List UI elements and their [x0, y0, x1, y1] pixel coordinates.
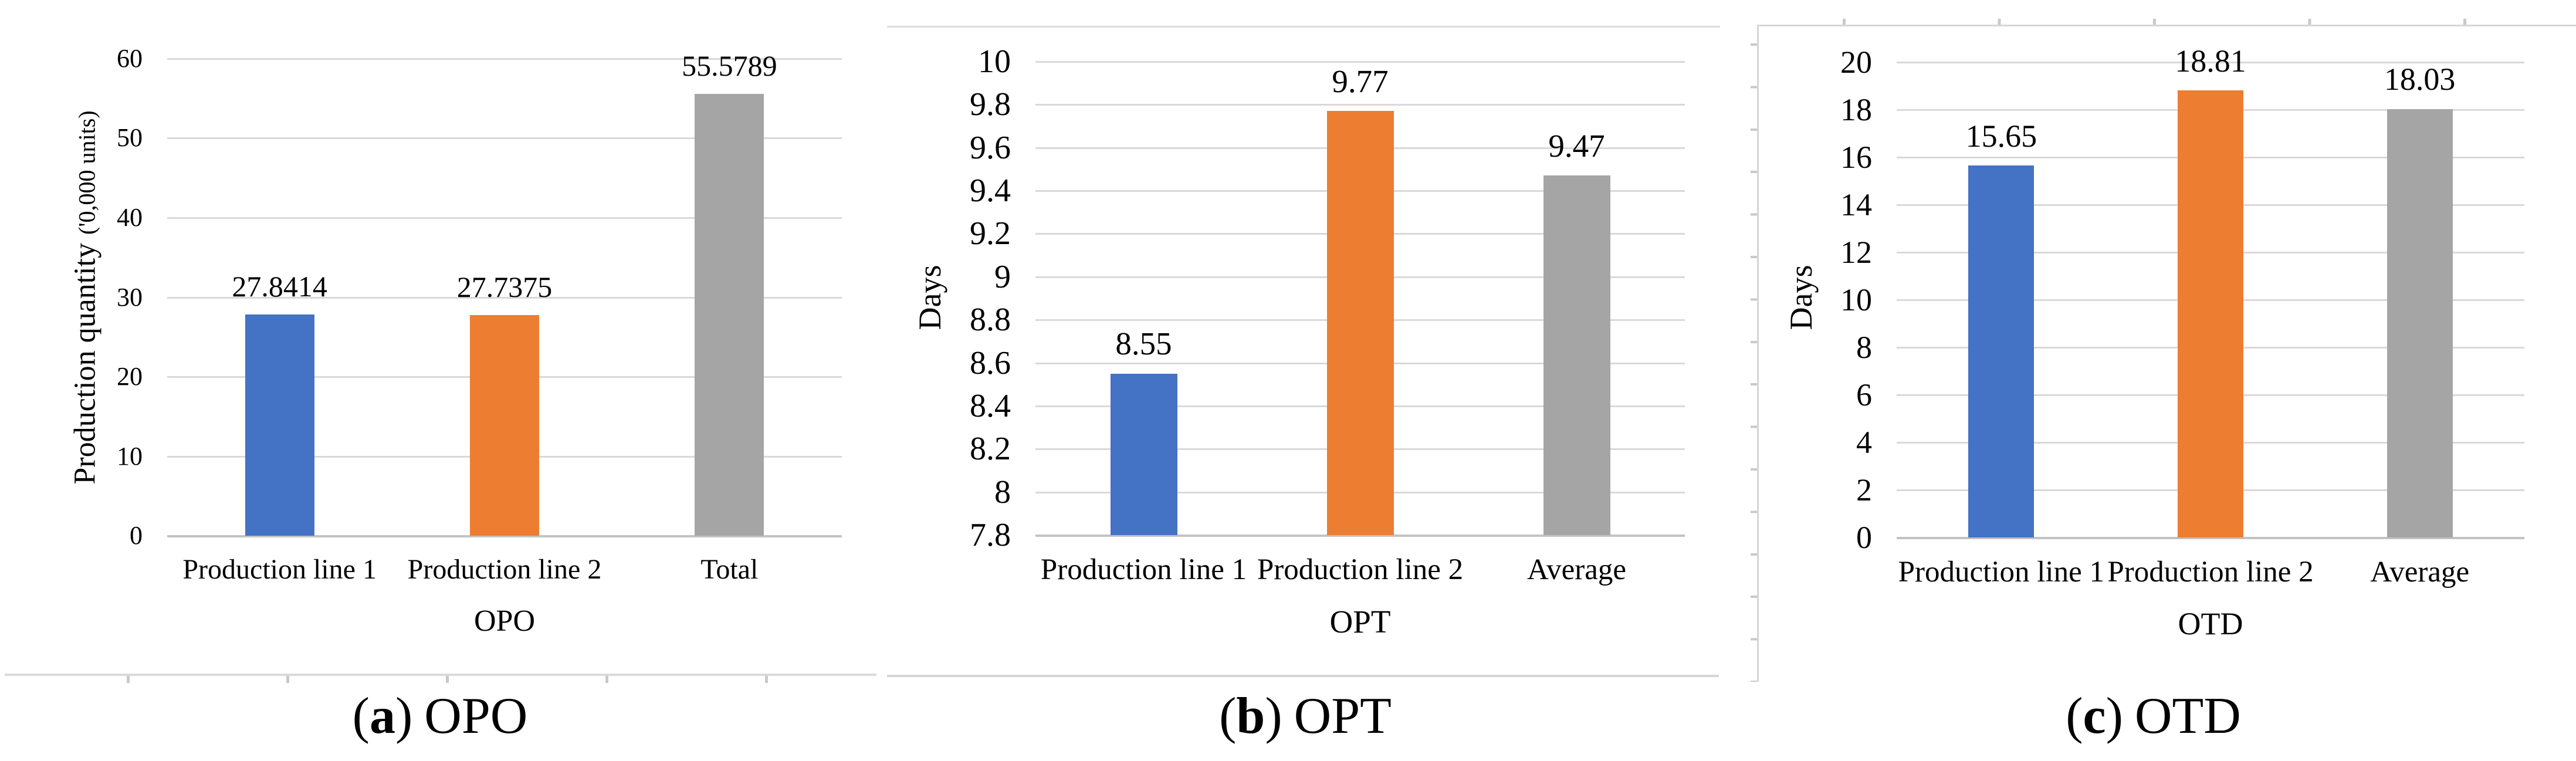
caption-letter: b [1236, 688, 1265, 745]
bar-production-line-1 [1968, 165, 2035, 537]
value-label: 27.8414 [232, 269, 327, 303]
gridline [1035, 61, 1685, 63]
category-label: Production line 1 [182, 554, 377, 585]
figure-caption: (b) OPT [880, 685, 1731, 748]
y-tick-label: 16 [1840, 140, 1872, 175]
caption-letter: c [2083, 688, 2106, 745]
category-label: Production line 1 [1040, 553, 1247, 586]
bar-production-line-2 [1326, 111, 1394, 535]
y-tick-label: 60 [117, 44, 143, 73]
plot-area: OTD 20 18 16 14 12 10 8 6 4 2 0 15.65 Production lin… [1840, 43, 2524, 641]
plot-area: OPT 10 9.8 9.6 9.4 9.2 9 8.8 8.6 8.4 8.2 8 7.8 8.55 P… [970, 45, 1685, 640]
figure-caption: (c) OTD [1731, 685, 2576, 748]
caption-paren-open: ( [2066, 688, 2083, 745]
y-tick-label: 7.8 [970, 517, 1011, 553]
y-tick-label: 8.2 [970, 431, 1011, 468]
gridline [167, 296, 842, 299]
y-tick-label: 10 [1840, 282, 1872, 317]
value-label: 9.77 [1332, 63, 1389, 99]
gridline [1035, 104, 1685, 106]
category-label: Production line 2 [2107, 556, 2314, 588]
y-tick-label: 9 [994, 258, 1011, 295]
y-tick-label: 4 [1856, 425, 1872, 460]
plot-area: OPO 60 50 40 30 20 10 0 27.8414 Production line … [117, 44, 842, 638]
spreadsheet-row-ticks [1751, 25, 1758, 682]
value-label: 55.5789 [682, 49, 777, 82]
y-tick-label: 20 [117, 361, 143, 391]
category-label: Average [2370, 556, 2470, 588]
y-tick-label: 18 [1840, 92, 1872, 127]
caption-label: OTD [2134, 688, 2241, 745]
gridline [167, 58, 842, 60]
value-label: 18.81 [2175, 43, 2246, 79]
category-label: Production line 1 [1898, 556, 2104, 588]
y-tick-label: 12 [1840, 235, 1872, 270]
y-tick-label: 50 [117, 123, 143, 153]
caption-paren-close: ) [2106, 688, 2123, 745]
caption-label: OPT [1294, 688, 1392, 745]
figure-caption: (a) OPO [0, 685, 880, 748]
x-axis-title: OPT [1329, 604, 1391, 640]
category-label: Production line 2 [407, 554, 602, 585]
gridline [167, 137, 842, 140]
chart-panel-opo: Production quantity('0,000 units) OPO 60… [0, 0, 880, 761]
y-tick-label: 20 [1840, 45, 1872, 80]
bar-production-line-2 [2178, 90, 2243, 537]
y-tick-label: 30 [117, 282, 143, 312]
bar-production-line-2 [470, 315, 539, 536]
category-label: Average [1527, 553, 1626, 586]
chart-object-border-left [1757, 25, 1759, 682]
y-tick-label: 9.4 [970, 173, 1011, 209]
x-axis-line [1897, 537, 2524, 539]
y-tick-label: 8.4 [970, 387, 1011, 424]
value-label: 18.03 [2384, 62, 2456, 97]
bar-total [695, 93, 764, 536]
y-tick-label: 9.2 [970, 215, 1011, 252]
gridline [1897, 62, 2524, 63]
y-tick-label: 40 [117, 202, 143, 232]
y-tick-label: 14 [1840, 187, 1872, 222]
y-tick-label: 8 [994, 473, 1011, 510]
value-label: 15.65 [1965, 118, 2037, 154]
x-axis-title: OPO [473, 604, 536, 638]
y-tick-label: 0 [1856, 520, 1872, 555]
y-tick-label: 2 [1856, 472, 1872, 508]
caption-paren-close: ) [1265, 688, 1282, 745]
x-axis-line [167, 535, 842, 537]
x-axis-line [1035, 535, 1685, 537]
y-tick-label: 10 [117, 441, 143, 471]
y-tick-label: 0 [130, 521, 143, 550]
chart-object-border-top [887, 26, 1720, 28]
value-label: 8.55 [1115, 326, 1172, 362]
bar-average [1543, 175, 1610, 535]
y-tick-label: 10 [978, 43, 1011, 80]
category-label: Total [700, 554, 759, 585]
bar-average [2387, 109, 2453, 537]
y-tick-label: 8 [1856, 330, 1872, 365]
chart-panel-otd: Days OTD 20 18 16 14 12 10 8 6 4 2 0 15.65 Productio… [1731, 0, 2576, 761]
value-label: 27.7375 [456, 270, 553, 304]
spreadsheet-edge-ruler [5, 674, 876, 683]
category-label: Production line 2 [1257, 553, 1464, 586]
value-label: 9.47 [1548, 127, 1605, 164]
chart-object-border-bottom [887, 675, 1719, 677]
caption-letter: a [369, 688, 395, 745]
y-tick-label: 8.6 [970, 344, 1011, 381]
y-tick-label: 6 [1856, 377, 1872, 412]
spreadsheet-column-ticks [1757, 19, 2576, 26]
caption-paren-close: ) [395, 688, 413, 745]
bar-production-line-1 [1110, 373, 1177, 535]
caption-paren-open: ( [1219, 688, 1237, 745]
y-tick-label: 8.8 [970, 302, 1011, 339]
x-axis-title: OTD [2178, 606, 2243, 641]
chart-panel-opt: Days OPT 10 9.8 9.6 9.4 9.2 9 8.8 8.6 8.4 8.2 8 7.8… [880, 0, 1731, 761]
chart-object-border-top [1757, 25, 2576, 26]
gridline [167, 217, 842, 219]
caption-paren-open: ( [352, 688, 370, 745]
y-tick-label: 9.8 [970, 86, 1011, 123]
caption-label: OPO [424, 688, 528, 745]
bar-production-line-1 [245, 314, 314, 536]
y-tick-label: 9.6 [970, 129, 1011, 166]
